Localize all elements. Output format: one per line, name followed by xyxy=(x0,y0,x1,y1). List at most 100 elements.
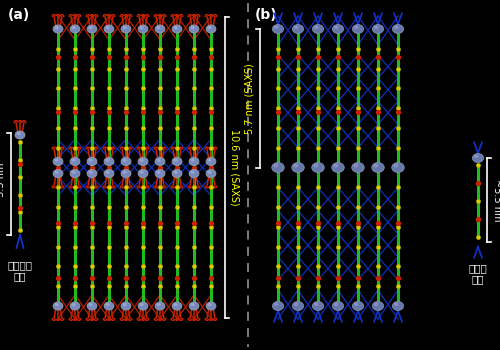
Ellipse shape xyxy=(374,302,378,306)
Ellipse shape xyxy=(121,169,131,177)
Ellipse shape xyxy=(189,25,199,33)
Ellipse shape xyxy=(372,162,384,173)
Ellipse shape xyxy=(354,302,358,306)
Ellipse shape xyxy=(314,163,318,168)
Ellipse shape xyxy=(155,169,165,177)
Ellipse shape xyxy=(88,26,92,29)
Text: 疎水性
分子: 疎水性 分子 xyxy=(468,263,487,285)
Ellipse shape xyxy=(156,159,160,162)
Ellipse shape xyxy=(208,170,212,174)
Ellipse shape xyxy=(312,301,324,310)
Ellipse shape xyxy=(88,170,92,174)
Ellipse shape xyxy=(294,26,298,29)
Ellipse shape xyxy=(72,26,76,29)
Ellipse shape xyxy=(54,303,58,306)
Ellipse shape xyxy=(87,158,97,166)
Ellipse shape xyxy=(53,302,63,310)
Ellipse shape xyxy=(87,25,97,33)
Ellipse shape xyxy=(140,26,143,29)
Ellipse shape xyxy=(140,159,143,162)
Ellipse shape xyxy=(206,169,216,177)
Ellipse shape xyxy=(87,302,97,310)
Ellipse shape xyxy=(292,301,304,310)
Ellipse shape xyxy=(314,26,318,29)
Ellipse shape xyxy=(334,26,338,29)
Ellipse shape xyxy=(122,26,126,29)
Ellipse shape xyxy=(354,163,358,168)
Text: ~5.5 nm: ~5.5 nm xyxy=(492,179,500,221)
Ellipse shape xyxy=(206,158,216,166)
Ellipse shape xyxy=(70,169,80,177)
Ellipse shape xyxy=(156,26,160,29)
Ellipse shape xyxy=(122,159,126,162)
Ellipse shape xyxy=(190,303,194,306)
Ellipse shape xyxy=(140,170,143,174)
Ellipse shape xyxy=(88,303,92,306)
Ellipse shape xyxy=(392,301,404,310)
Ellipse shape xyxy=(189,169,199,177)
Text: ~5.5 nm: ~5.5 nm xyxy=(0,163,6,205)
Ellipse shape xyxy=(394,26,398,29)
Ellipse shape xyxy=(156,170,160,174)
Ellipse shape xyxy=(172,169,182,177)
Ellipse shape xyxy=(54,26,58,29)
Ellipse shape xyxy=(174,26,178,29)
Ellipse shape xyxy=(155,25,165,33)
Ellipse shape xyxy=(53,169,63,177)
Ellipse shape xyxy=(334,302,338,306)
Ellipse shape xyxy=(294,302,298,306)
Ellipse shape xyxy=(138,25,148,33)
Ellipse shape xyxy=(292,25,304,34)
Text: 10.6 nm (SAXS): 10.6 nm (SAXS) xyxy=(230,129,240,206)
Ellipse shape xyxy=(332,25,344,34)
Ellipse shape xyxy=(70,25,80,33)
Ellipse shape xyxy=(272,25,283,34)
Ellipse shape xyxy=(106,26,110,29)
Ellipse shape xyxy=(206,25,216,33)
Ellipse shape xyxy=(138,169,148,177)
Ellipse shape xyxy=(72,170,76,174)
Ellipse shape xyxy=(106,303,110,306)
Ellipse shape xyxy=(374,163,378,168)
Ellipse shape xyxy=(474,154,478,158)
Ellipse shape xyxy=(208,303,212,306)
Ellipse shape xyxy=(372,25,384,34)
Ellipse shape xyxy=(121,158,131,166)
Ellipse shape xyxy=(292,162,304,173)
Ellipse shape xyxy=(334,163,338,168)
Text: 両親媒性
分子: 両親媒性 分子 xyxy=(8,260,32,282)
Text: 5.7 nm (SAXS): 5.7 nm (SAXS) xyxy=(245,63,255,134)
Ellipse shape xyxy=(208,159,212,162)
Ellipse shape xyxy=(272,162,284,173)
Ellipse shape xyxy=(104,169,114,177)
Ellipse shape xyxy=(172,158,182,166)
Ellipse shape xyxy=(190,170,194,174)
Ellipse shape xyxy=(88,159,92,162)
Ellipse shape xyxy=(121,25,131,33)
Ellipse shape xyxy=(16,132,20,135)
Ellipse shape xyxy=(332,301,344,310)
Ellipse shape xyxy=(394,163,398,168)
Ellipse shape xyxy=(70,302,80,310)
Ellipse shape xyxy=(104,158,114,166)
Ellipse shape xyxy=(392,25,404,34)
Ellipse shape xyxy=(352,162,364,173)
Ellipse shape xyxy=(54,170,58,174)
Ellipse shape xyxy=(274,26,278,29)
Ellipse shape xyxy=(122,303,126,306)
Ellipse shape xyxy=(138,158,148,166)
Ellipse shape xyxy=(189,302,199,310)
Ellipse shape xyxy=(172,25,182,33)
Ellipse shape xyxy=(53,158,63,166)
Ellipse shape xyxy=(122,170,126,174)
Ellipse shape xyxy=(15,131,25,139)
Ellipse shape xyxy=(172,302,182,310)
Ellipse shape xyxy=(374,26,378,29)
Ellipse shape xyxy=(190,159,194,162)
Ellipse shape xyxy=(70,158,80,166)
Ellipse shape xyxy=(372,301,384,310)
Ellipse shape xyxy=(156,303,160,306)
Ellipse shape xyxy=(174,303,178,306)
Ellipse shape xyxy=(140,303,143,306)
Text: (a): (a) xyxy=(8,8,30,22)
